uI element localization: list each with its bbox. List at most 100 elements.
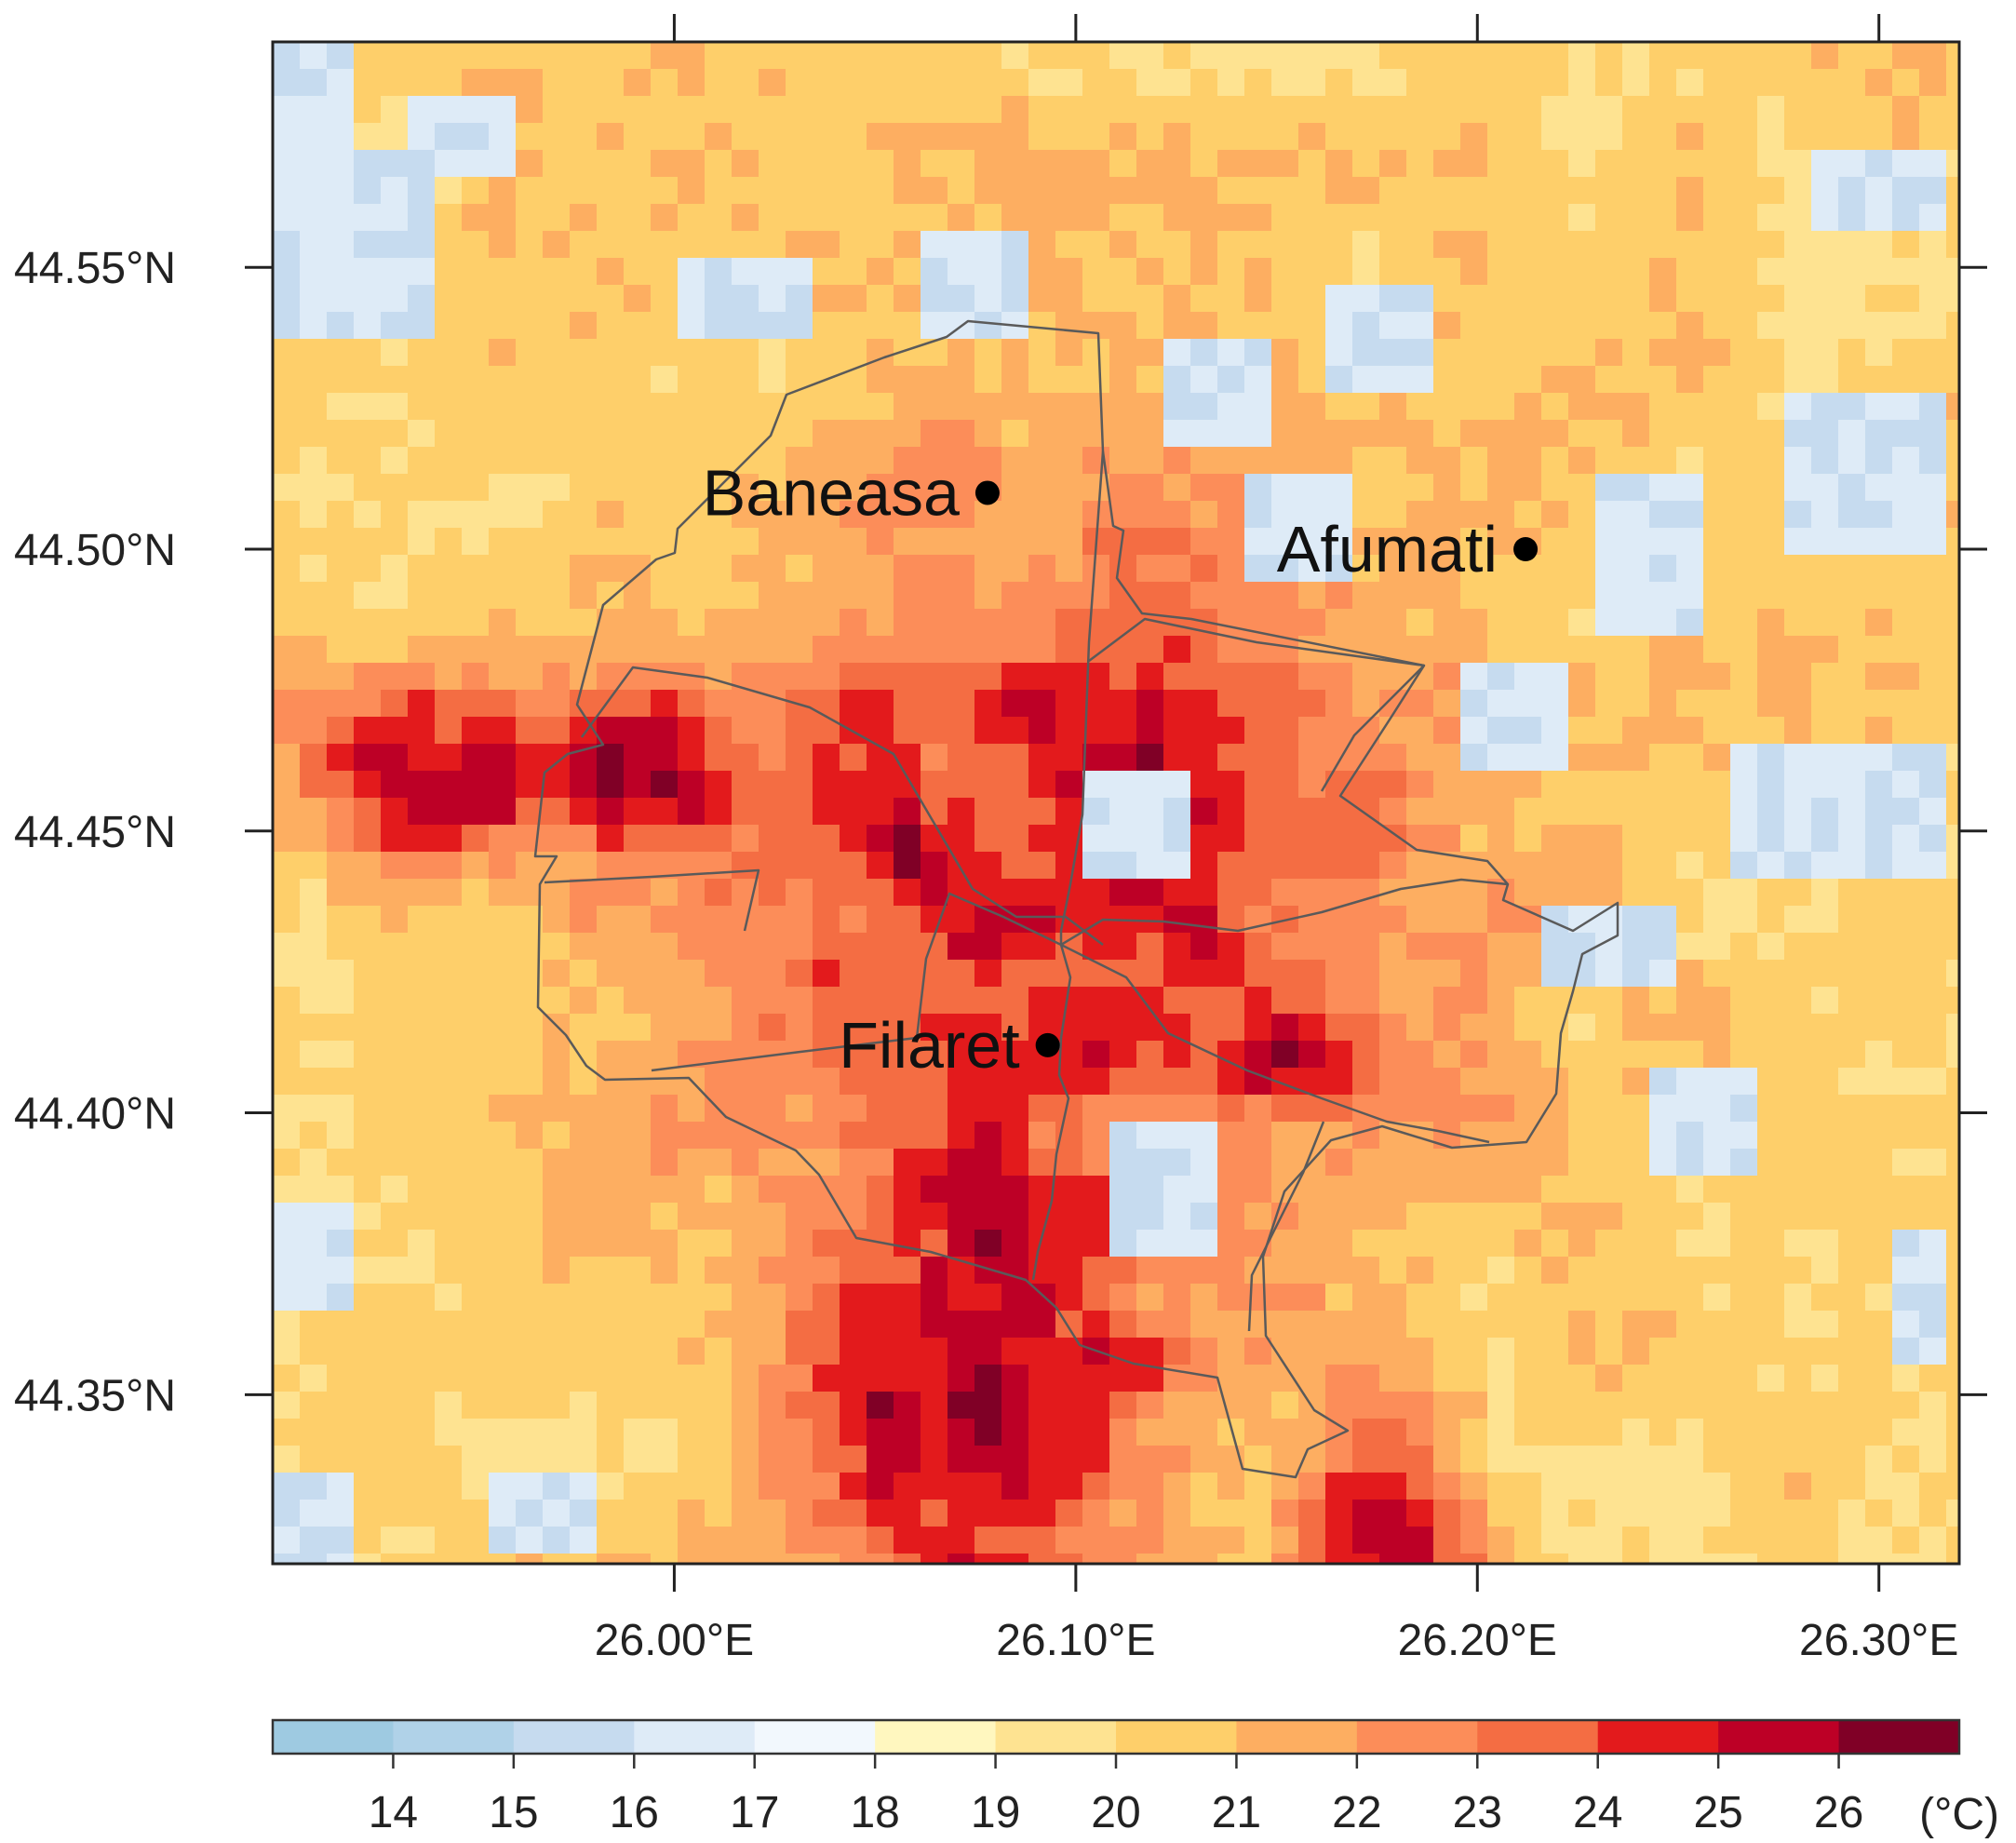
raster-cell — [408, 285, 436, 313]
raster-cell — [1163, 1392, 1191, 1419]
raster-cell — [624, 312, 652, 340]
raster-cell — [1622, 1041, 1650, 1069]
raster-cell — [1865, 798, 1893, 826]
raster-cell — [570, 177, 598, 205]
raster-cell — [273, 1527, 301, 1554]
raster-cell — [1028, 69, 1056, 97]
raster-cell — [1406, 798, 1434, 826]
raster-cell — [1487, 393, 1515, 421]
raster-cell — [624, 771, 652, 799]
raster-cell — [1838, 1392, 1866, 1419]
raster-cell — [1271, 474, 1299, 502]
raster-cell — [1865, 1230, 1893, 1258]
raster-cell — [705, 1527, 732, 1554]
raster-cell — [759, 258, 786, 286]
raster-cell — [1298, 123, 1326, 151]
raster-cell — [462, 555, 490, 583]
raster-cell — [1433, 42, 1461, 70]
raster-cell — [1190, 1473, 1218, 1500]
raster-cell — [1298, 42, 1326, 70]
raster-cell — [1082, 393, 1110, 421]
raster-cell — [1838, 123, 1866, 151]
raster-cell — [1676, 501, 1704, 529]
raster-cell — [408, 960, 436, 988]
raster-cell — [273, 1257, 301, 1285]
raster-cell — [1757, 798, 1785, 826]
raster-cell — [1433, 258, 1461, 286]
raster-cell — [435, 1365, 463, 1392]
raster-cell — [1055, 285, 1083, 313]
raster-cell — [543, 1284, 571, 1312]
raster-cell — [1946, 555, 1959, 583]
raster-cell — [1838, 1500, 1866, 1527]
raster-cell — [1271, 1419, 1299, 1446]
raster-cell — [1406, 1014, 1434, 1042]
raster-cell — [759, 1095, 786, 1123]
raster-cell — [1838, 1095, 1866, 1123]
raster-cell — [1919, 960, 1947, 988]
raster-cell — [1757, 150, 1785, 178]
raster-cell — [1568, 771, 1596, 799]
raster-cell — [1433, 528, 1461, 556]
raster-cell — [1001, 1203, 1029, 1231]
raster-cell — [948, 231, 975, 259]
raster-cell — [974, 582, 1002, 610]
raster-cell — [1271, 1392, 1299, 1419]
raster-cell — [1784, 690, 1812, 718]
raster-cell — [1622, 1068, 1650, 1096]
raster-cell — [273, 177, 301, 205]
raster-cell — [732, 1446, 759, 1473]
raster-cell — [651, 555, 679, 583]
raster-cell — [1865, 1419, 1893, 1446]
raster-cell — [1082, 501, 1110, 529]
raster-cell — [1838, 285, 1866, 313]
raster-cell — [1703, 1068, 1731, 1096]
raster-cell — [1568, 123, 1596, 151]
raster-cell — [489, 1338, 517, 1365]
raster-cell — [624, 204, 652, 232]
raster-cell — [462, 1122, 490, 1150]
raster-cell — [1649, 1500, 1677, 1527]
raster-cell — [894, 474, 921, 502]
raster-cell — [867, 744, 894, 772]
raster-cell — [1163, 1041, 1191, 1069]
raster-cell — [435, 420, 463, 448]
raster-cell — [1622, 474, 1650, 502]
raster-cell — [1784, 1338, 1812, 1365]
raster-cell — [1352, 1311, 1380, 1339]
raster-cell — [1244, 555, 1272, 583]
raster-cell — [489, 663, 517, 691]
raster-cell — [1379, 1338, 1407, 1365]
raster-cell — [1892, 609, 1920, 637]
raster-cell — [381, 69, 409, 97]
raster-cell — [678, 1446, 706, 1473]
raster-cell — [327, 1068, 355, 1096]
raster-cell — [327, 555, 355, 583]
raster-cell — [1757, 1068, 1785, 1096]
raster-cell — [1892, 150, 1920, 178]
raster-cell — [516, 744, 544, 772]
raster-cell — [1568, 1014, 1596, 1042]
raster-cell — [597, 1014, 625, 1042]
raster-cell — [1298, 1338, 1326, 1365]
x-axis-ticks: 26.00°E 26.10°E 26.20°E 26.30°E — [595, 14, 1958, 1665]
raster-cell — [1136, 960, 1164, 988]
raster-cell — [300, 285, 328, 313]
raster-cell — [948, 1446, 975, 1473]
raster-cell — [1460, 231, 1488, 259]
raster-cell — [974, 204, 1002, 232]
raster-cell — [597, 177, 625, 205]
raster-cell — [1325, 258, 1353, 286]
raster-cell — [597, 1041, 625, 1069]
colorbar-swatch — [754, 1720, 876, 1754]
raster-cell — [894, 1041, 921, 1069]
raster-cell — [570, 1500, 598, 1527]
raster-cell — [1838, 501, 1866, 529]
raster-cell — [921, 528, 948, 556]
raster-cell — [867, 960, 894, 988]
raster-cell — [624, 636, 652, 664]
raster-cell — [1271, 258, 1299, 286]
raster-cell — [759, 1311, 786, 1339]
raster-cell — [462, 582, 490, 610]
raster-cell — [1919, 717, 1947, 745]
